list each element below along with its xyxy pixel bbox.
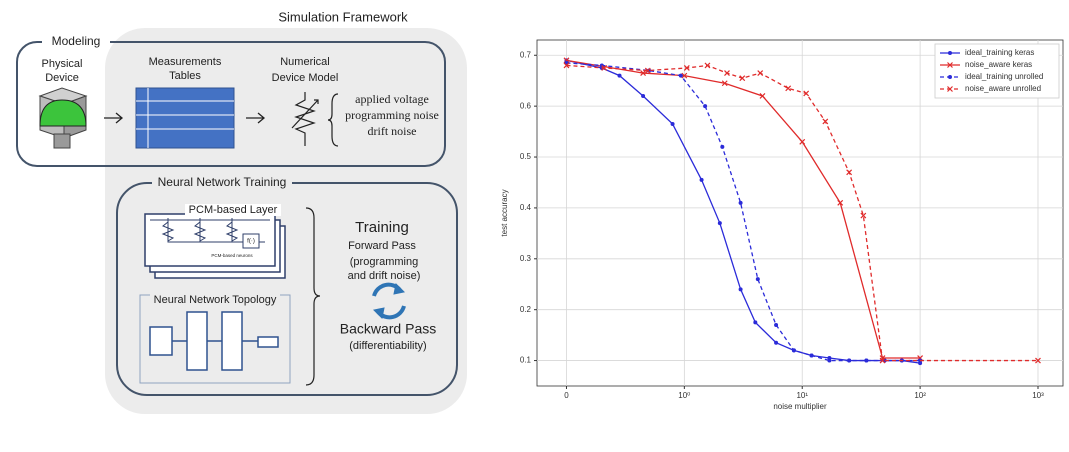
x-tick-label: 10² [914,391,926,400]
noise-source: programming noise [345,108,439,122]
model-label: Device Model [272,72,339,84]
legend-label: ideal_training keras [965,48,1034,57]
y-tick-label: 0.4 [520,203,532,212]
marker [756,277,760,281]
forward-label: and drift noise) [348,270,421,282]
device-label: Device [45,72,79,84]
marker [641,94,645,98]
tables-label: Tables [169,70,201,82]
marker [864,359,868,363]
neurons-label: PCM-based neurons [211,253,253,258]
modeling-title: Modeling [52,34,101,48]
x-tick-label: 10¹ [796,391,808,400]
legend-label: noise_aware keras [965,60,1032,69]
marker [739,201,743,205]
chart: 0 10⁰ 10¹ 10² 10³ 0.1 0.2 0.3 0.4 0.5 0.6 0.7 noise … [500,40,1063,411]
marker [739,287,743,291]
noise-source: applied voltage [355,92,429,106]
device-label: Physical [42,58,83,70]
x-tick-label: 10⁰ [678,391,690,400]
tables-label: Measurements [149,56,222,68]
x-axis-label: noise multiplier [773,402,827,411]
marker [810,353,814,357]
marker [703,104,707,108]
marker [671,122,675,126]
training-title: Neural Network Training [158,175,287,189]
marker [792,348,796,352]
marker [753,320,757,324]
marker [774,323,778,327]
model-label: Numerical [280,56,330,68]
backward-label: Backward Pass [340,321,436,337]
forward-label: Forward Pass [348,240,416,252]
marker [720,145,724,149]
layer-label: PCM-based Layer [189,204,278,216]
diagram: Simulation Framework Modeling Physical D… [17,9,467,414]
y-tick-label: 0.3 [520,254,532,263]
legend-marker [948,51,952,55]
framework-title: Simulation Framework [278,9,408,24]
legend-label: noise_aware unrolled [965,84,1041,93]
legend-label: ideal_training unrolled [965,72,1043,81]
tables-icon [136,88,234,148]
y-tick-label: 0.7 [520,50,532,59]
marker [679,74,683,78]
pcm-layer-icon [145,214,285,278]
legend-marker [948,75,952,79]
marker [774,341,778,345]
topology-label: Neural Network Topology [154,294,277,306]
figure: Simulation Framework Modeling Physical D… [0,0,1069,452]
activation-label: f(·) [247,239,255,245]
y-tick-label: 0.6 [520,101,532,110]
backward-note: (differentiability) [349,340,426,352]
y-tick-label: 0.2 [520,305,532,314]
marker [618,74,622,78]
device-icon [40,88,86,148]
loop-title: Training [355,219,409,236]
x-tick-label: 10³ [1032,391,1044,400]
x-tick-label: 0 [564,391,569,400]
forward-label: (programming [350,256,418,268]
noise-source: drift noise [368,124,417,138]
y-axis-label: test accuracy [500,189,509,236]
marker [847,359,851,363]
y-tick-label: 0.1 [520,356,532,365]
y-tick-label: 0.5 [520,152,532,161]
marker [700,178,704,182]
marker [718,221,722,225]
marker [827,359,831,363]
